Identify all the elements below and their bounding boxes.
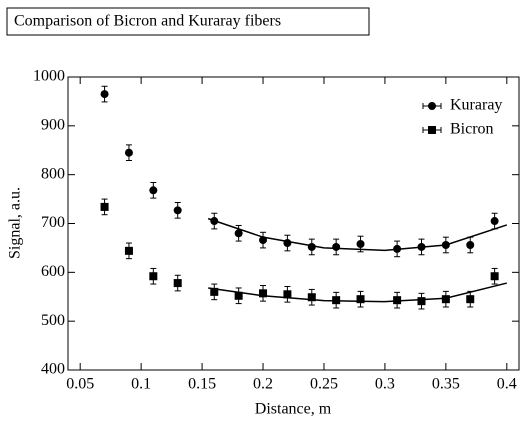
x-tick-label: 0.1	[131, 376, 151, 393]
marker	[283, 239, 292, 248]
y-tick-label: 900	[41, 117, 65, 134]
y-axis-label: Signal, a.u.	[7, 187, 24, 259]
marker	[393, 244, 402, 253]
x-tick-label: 0.05	[66, 376, 94, 393]
marker	[173, 279, 182, 288]
marker	[234, 291, 243, 300]
marker	[149, 272, 158, 281]
chart-title: Comparison of Bicron and Kuraray fibers	[14, 13, 281, 30]
marker	[307, 242, 316, 251]
x-tick-label: 0.25	[310, 376, 338, 393]
marker	[124, 246, 133, 255]
marker	[124, 148, 133, 157]
marker	[332, 296, 341, 305]
marker	[283, 290, 292, 299]
y-tick-label: 700	[41, 214, 65, 231]
marker	[259, 236, 268, 245]
y-tick-label: 500	[41, 312, 65, 329]
legend-label: Kuraray	[450, 97, 502, 114]
marker	[441, 295, 450, 304]
marker	[210, 217, 219, 226]
marker	[356, 295, 365, 304]
marker	[466, 295, 475, 304]
marker	[356, 240, 365, 249]
y-tick-label: 1000	[33, 68, 65, 85]
y-tick-label: 600	[41, 263, 65, 280]
legend-marker	[428, 126, 436, 134]
x-tick-label: 0.3	[375, 376, 395, 393]
legend-marker	[428, 102, 436, 110]
fit-line	[207, 217, 508, 252]
fit-line	[208, 282, 507, 303]
marker	[490, 272, 499, 281]
x-axis-label: Distance, m	[255, 401, 332, 418]
marker	[173, 206, 182, 215]
marker	[393, 296, 402, 305]
marker	[417, 242, 426, 251]
marker	[307, 293, 316, 302]
marker	[490, 217, 499, 226]
y-tick-label: 800	[41, 165, 65, 182]
x-tick-label: 0.4	[497, 376, 517, 393]
marker	[100, 90, 109, 99]
legend-label: Bicron	[450, 121, 494, 138]
title-box	[6, 7, 370, 36]
x-tick-label: 0.15	[188, 376, 216, 393]
x-tick-label: 0.35	[432, 376, 460, 393]
marker	[149, 186, 158, 195]
marker	[417, 297, 426, 306]
marker	[210, 287, 219, 296]
marker	[100, 202, 109, 211]
marker	[441, 240, 450, 249]
x-tick-label: 0.2	[253, 376, 273, 393]
y-tick-label: 400	[41, 361, 65, 378]
marker	[259, 289, 268, 298]
marker	[466, 240, 475, 249]
marker	[234, 229, 243, 238]
marker	[332, 242, 341, 251]
